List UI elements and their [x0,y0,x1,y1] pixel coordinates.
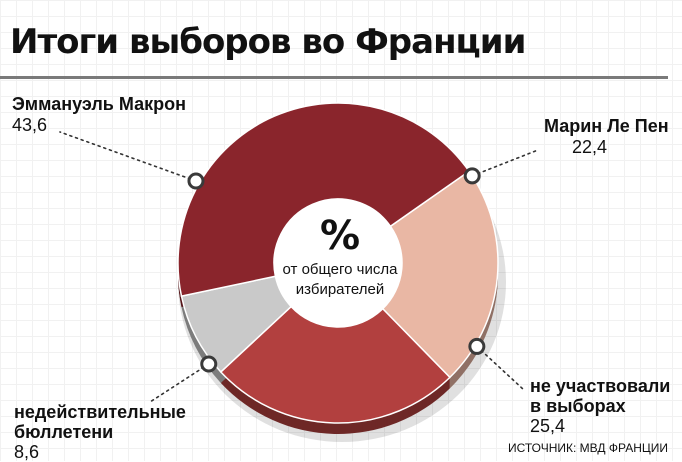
leader-marker-abstained [468,337,486,355]
label-lepen-name: Марин Ле Пен [544,116,669,136]
leader-line-lepen [471,149,539,177]
center-caption: от общего числа избирателей [266,260,414,300]
label-invalid-line2: бюллетени [14,422,114,442]
label-invalid-value: 8,6 [14,442,40,462]
label-abstained-line1: не участвовали [530,376,671,396]
donut-hole [274,199,402,327]
center-caption-line1: от общего числа [282,261,398,278]
leader-line-invalid [149,363,210,403]
leader-line-macron [59,131,197,182]
leader-line-abstained [476,345,525,391]
leader-marker-macron [187,172,205,190]
donut-slice-lepen [381,170,499,379]
label-invalid-line1: недействительные [14,402,186,422]
label-macron-name: Эммануэль Макрон [12,94,186,114]
center-percent-symbol: % [319,213,361,259]
center-caption-line2: избирателей [295,281,385,298]
chart-title: Итоги выборов во Франции [10,22,526,62]
label-abstained-line2: в выборах [530,396,626,416]
leader-marker-lepen [463,167,481,185]
source-note: ИСТОЧНИК: МВД ФРАНЦИИ [507,441,668,455]
label-macron-value: 43,6 [12,115,48,135]
leader-marker-invalid [200,355,218,373]
label-abstained-value: 25,4 [530,416,566,436]
title-underline [0,18,668,79]
label-lepen-value: 22,4 [572,137,608,157]
